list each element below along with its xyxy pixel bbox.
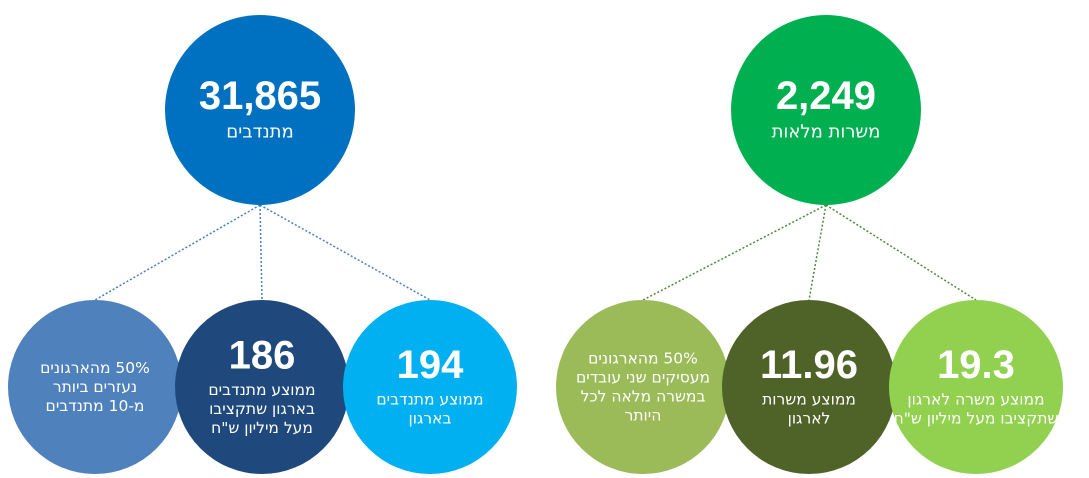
stat-label: ממוצע מתנדבים xyxy=(376,390,483,408)
connector xyxy=(259,204,263,301)
stat-number: 11.96 xyxy=(760,343,858,387)
stat-circle xyxy=(889,300,1063,474)
stat-label: מתנדבים xyxy=(226,122,293,143)
connector xyxy=(808,204,827,301)
stat-number: 19.3 xyxy=(937,343,1015,387)
stat-label: לארגון xyxy=(788,409,831,427)
stat-label: במשרה מלאה לכל xyxy=(581,387,706,405)
stat-label: בארגון שתקציבו xyxy=(209,400,315,418)
connector xyxy=(642,204,827,301)
stat-label: ממוצע משרה לארגון xyxy=(907,390,1044,408)
stat-label: ממוצע משרות xyxy=(762,390,856,408)
stat-label: מעסיקים שני עובדים xyxy=(576,368,710,386)
stat-number: 194 xyxy=(397,343,464,387)
stat-label: נעזרים ביותר xyxy=(53,378,137,396)
stat-label: משרות מלאות xyxy=(772,122,881,143)
stat-number: 31,865 xyxy=(199,74,321,118)
stat-circle xyxy=(175,300,349,474)
connector xyxy=(259,204,431,301)
main-circle xyxy=(165,15,355,205)
stat-label: שתקציבו מעל מיליון ש"ח xyxy=(894,409,1059,427)
stat-label: ממוצע מתנדבים xyxy=(208,381,315,399)
stat-circle xyxy=(343,300,517,474)
stat-number: 2,249 xyxy=(776,74,876,118)
stat-label: היותר xyxy=(625,406,662,424)
stat-label: מ-10 מתנדבים xyxy=(46,397,145,415)
connector xyxy=(825,204,977,301)
stat-circle xyxy=(556,300,730,474)
stat-label: בארגון xyxy=(409,409,452,427)
connector xyxy=(94,204,261,301)
stat-circle xyxy=(8,300,182,474)
stat-label: 50% מהארגונים xyxy=(588,349,698,367)
stat-label: 50% מהארגונים xyxy=(40,359,150,377)
stat-label: מעל מיליון ש"ח xyxy=(211,419,313,437)
stat-circle xyxy=(722,300,896,474)
main-circle xyxy=(731,15,921,205)
stat-number: 186 xyxy=(229,334,296,378)
